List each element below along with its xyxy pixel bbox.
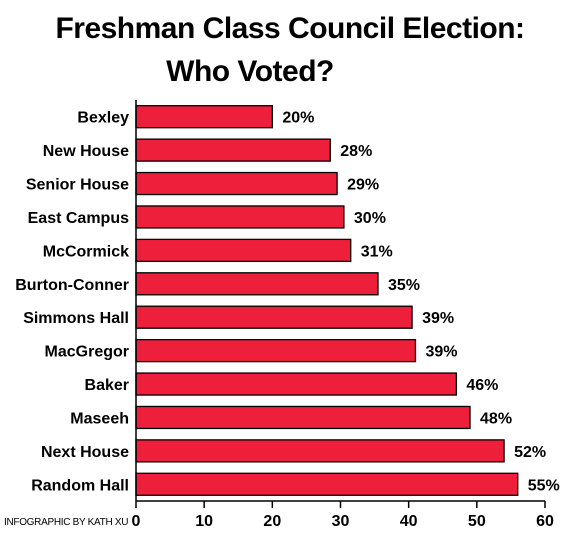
value-label: 29% — [347, 177, 379, 194]
value-label: 35% — [388, 277, 420, 294]
value-label: 39% — [422, 310, 454, 327]
value-label: 30% — [354, 210, 386, 227]
bar — [135, 372, 458, 396]
infographic-credit: INFOGRAPHIC BY KATH XU — [4, 517, 129, 528]
value-label: 52% — [514, 444, 546, 461]
x-tick-label: 40 — [400, 513, 418, 530]
bar — [135, 472, 519, 496]
category-label: Senior House — [26, 177, 129, 194]
bar — [135, 272, 379, 296]
bar — [135, 439, 505, 463]
chart-title-line1: Freshman Class Council Election: — [55, 12, 525, 45]
category-label: Bexley — [77, 110, 129, 127]
category-label: Next House — [41, 444, 129, 461]
bar — [135, 305, 413, 329]
category-label: Random Hall — [31, 477, 129, 494]
bar — [135, 338, 417, 363]
bar — [135, 205, 345, 229]
x-tick-label: 60 — [536, 513, 554, 530]
value-label: 28% — [340, 143, 372, 160]
value-label: 20% — [282, 110, 314, 127]
value-label: 55% — [528, 477, 560, 494]
category-label: Simmons Hall — [23, 310, 129, 327]
x-tick-label: 50 — [468, 513, 486, 530]
bar — [135, 405, 471, 430]
bar — [135, 238, 352, 263]
category-label: Burton-Conner — [15, 277, 129, 294]
category-label: Baker — [85, 377, 129, 394]
category-label: Maseeh — [70, 410, 129, 427]
category-label: McCormick — [43, 243, 129, 260]
category-label: MacGregor — [45, 344, 129, 361]
x-tick-label: 20 — [263, 513, 281, 530]
category-label: New House — [43, 143, 129, 160]
bar — [135, 105, 273, 129]
x-tick-label: 0 — [132, 513, 141, 530]
bar — [135, 138, 331, 162]
chart-title-line2: Who Voted? — [166, 55, 334, 88]
value-label: 31% — [361, 243, 393, 260]
category-label: East Campus — [28, 210, 129, 227]
value-label: 46% — [466, 377, 498, 394]
value-label: 48% — [480, 410, 512, 427]
bar — [135, 171, 338, 196]
value-label: 39% — [425, 344, 457, 361]
x-tick-label: 10 — [195, 513, 213, 530]
x-tick-label: 30 — [332, 513, 350, 530]
